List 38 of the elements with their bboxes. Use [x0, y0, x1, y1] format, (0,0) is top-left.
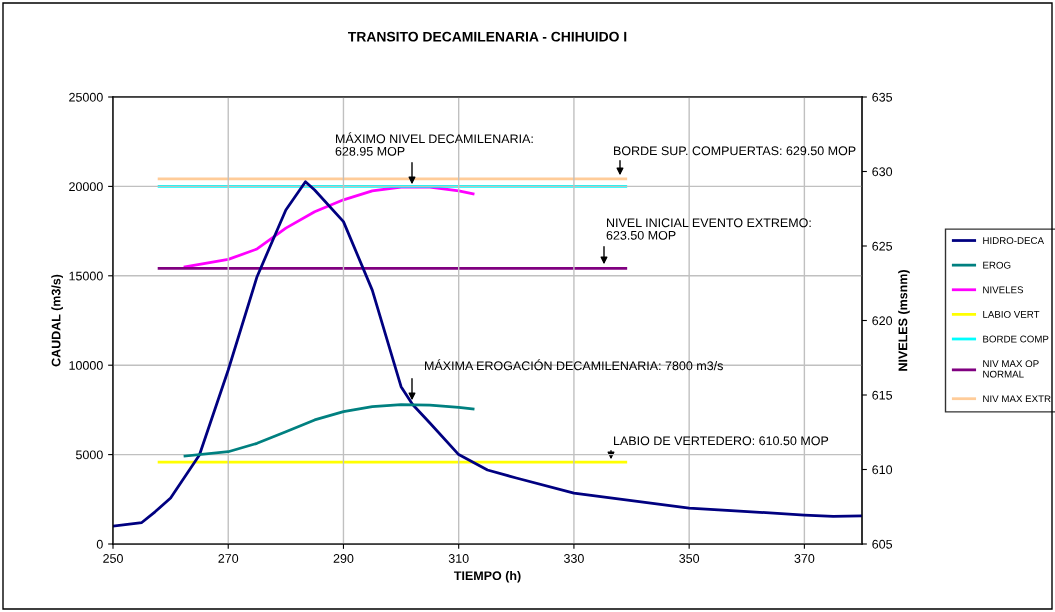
legend-label: LABIO VERT	[983, 310, 1040, 318]
y2-tick-label: 620	[872, 316, 893, 326]
y-tick-label: 0	[96, 539, 103, 549]
annotation: LABIO DE VERTEDERO: 610.50 MOP	[614, 436, 829, 446]
x-tick-label: 330	[563, 554, 584, 563]
x-tick-label: 350	[679, 554, 700, 563]
annotation: MÁXIMA EROGACIÓN DECAMILENARIA: 7800 m3/s	[425, 359, 723, 371]
chart-title: TRANSITO DECAMILENARIA - CHIHUIDO I	[348, 31, 627, 42]
y-axis-title: CAUDAL (m3/s)	[51, 274, 63, 367]
y-tick-label: 5000	[75, 450, 103, 460]
legend-label: BORDE COMP	[983, 335, 1049, 343]
x-tick-label: 270	[218, 554, 239, 563]
legend-label: HIDRO-DECA	[983, 237, 1045, 245]
x-tick-label: 290	[333, 554, 354, 563]
annotation: NIVEL INICIAL EVENTO EXTREMO: 623.50 MOP	[606, 218, 811, 240]
y-tick-label: 20000	[69, 182, 103, 192]
y2-tick-label: 630	[872, 167, 893, 177]
legend-label: NIV MAX EXTR	[983, 395, 1051, 403]
y2-tick-label: 615	[872, 390, 893, 400]
x-tick-label: 250	[103, 554, 123, 563]
y-tick-label: 15000	[69, 271, 103, 281]
y2-tick-label: 625	[872, 241, 893, 251]
line-series	[113, 180, 862, 528]
annotation: BORDE SUP. COMPUERTAS: 629.50 MOP	[614, 146, 856, 156]
y2-tick-label: 605	[872, 539, 893, 549]
y-tick-label: 10000	[69, 361, 103, 370]
legend-label: NIV MAX OP NORMAL	[983, 360, 1039, 378]
annotation: MÁXIMO NIVEL DECAMILENARIA: 628.95 MOP	[335, 132, 533, 156]
y2-tick-label: 610	[872, 465, 893, 475]
y2-axis-title: NIVELES (msnm)	[898, 270, 910, 371]
line-series	[183, 403, 475, 458]
x-tick-label: 370	[794, 554, 815, 563]
x-tick-label: 310	[448, 554, 469, 563]
x-axis-title: TIEMPO (h)	[453, 570, 521, 583]
y2-tick-label: 635	[872, 92, 893, 102]
legend-label: NIVELES	[983, 286, 1024, 294]
y-tick-label: 25000	[69, 92, 103, 102]
legend-label: EROG	[983, 261, 1011, 269]
